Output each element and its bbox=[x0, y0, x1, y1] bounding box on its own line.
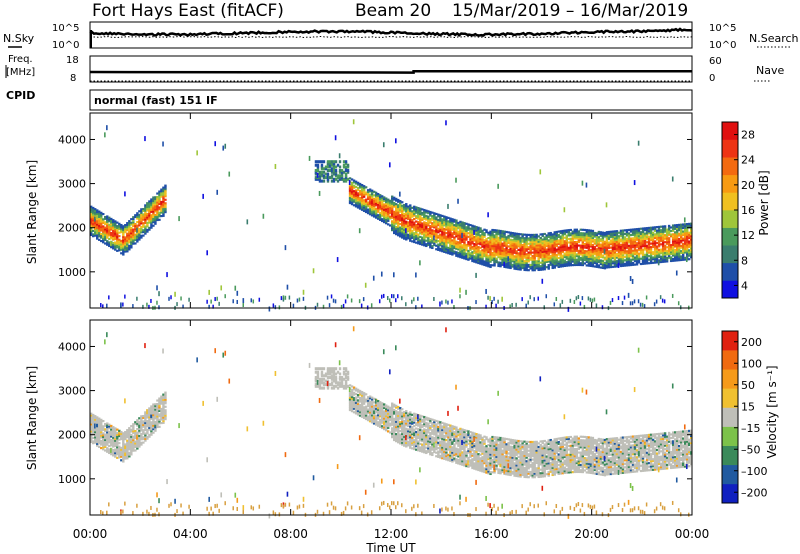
colorbar-tick-label: –100 bbox=[741, 465, 768, 478]
nsearch-tick-bottom: 10^0 bbox=[709, 40, 736, 51]
nsky-tick-top: 10^5 bbox=[52, 23, 79, 34]
y-tick-label: 3000 bbox=[58, 178, 86, 191]
x-tick-label: 12:00 bbox=[374, 527, 409, 541]
freq-trace bbox=[89, 70, 692, 82]
power-colorbar: 28 24 20 16 12 8 4 bbox=[721, 121, 755, 299]
colorbar-tick-label: 24 bbox=[741, 154, 755, 167]
colorbar-cell bbox=[722, 483, 738, 504]
y-tick-label: 2000 bbox=[58, 222, 86, 235]
colorbar-cell bbox=[722, 122, 738, 140]
colorbar-cell bbox=[722, 445, 738, 466]
colorbar-tick-label: –15 bbox=[741, 422, 761, 435]
power-colorbar-label: Power [dB] bbox=[757, 170, 771, 235]
y-tick-label: 4000 bbox=[58, 133, 86, 146]
nave-tick-bottom: 0 bbox=[709, 73, 715, 84]
colorbar-tick-label: 16 bbox=[741, 204, 755, 217]
nsky-label: N.Sky bbox=[3, 32, 35, 45]
freq-tick-bottom: 8 bbox=[70, 73, 76, 84]
colorbar-tick-label: 100 bbox=[741, 357, 762, 370]
x-tick-label: 00:00 bbox=[675, 527, 710, 541]
nave-tick-top: 60 bbox=[709, 56, 722, 67]
freq-label-1: Freq. bbox=[8, 54, 33, 65]
colorbar-tick-label: 200 bbox=[741, 336, 762, 349]
colorbar-tick-label: –200 bbox=[741, 486, 768, 499]
colorbar-cell bbox=[722, 464, 738, 485]
colorbar-cell bbox=[722, 331, 738, 351]
velocity-y-axis: 1000 2000 3000 4000 bbox=[58, 340, 692, 486]
nsearch-tick-top: 10^5 bbox=[709, 23, 736, 34]
x-tick-label: 04:00 bbox=[173, 527, 208, 541]
power-y-axis: 1000 2000 3000 4000 bbox=[58, 133, 692, 279]
colorbar-cell bbox=[722, 407, 738, 427]
colorbar-cell bbox=[722, 227, 738, 246]
colorbar-tick-label: 12 bbox=[741, 229, 755, 242]
x-tick-label: 20:00 bbox=[574, 527, 609, 541]
y-tick-label: 3000 bbox=[58, 385, 86, 398]
colorbar-cell bbox=[722, 426, 738, 446]
beam-title: Beam 20 bbox=[355, 1, 431, 21]
y-tick-label: 1000 bbox=[58, 473, 86, 486]
nave-label: Nave bbox=[756, 64, 784, 77]
velocity-colorbar-label: Velocity [m s⁻¹] bbox=[765, 365, 779, 458]
colorbar-tick-label: 8 bbox=[741, 254, 748, 267]
freq-label-2: [MHz] bbox=[6, 67, 35, 78]
colorbar-cell bbox=[722, 388, 738, 408]
freq-tick-top: 18 bbox=[66, 55, 79, 66]
y-tick-label: 1000 bbox=[58, 266, 86, 279]
velocity-ylabel: Slant Range [km] bbox=[25, 366, 39, 470]
colorbar-cell bbox=[722, 245, 738, 264]
y-tick-label: 2000 bbox=[58, 429, 86, 442]
nsky-tick-bottom: 10^0 bbox=[52, 40, 79, 51]
colorbar-tick-label: 20 bbox=[741, 179, 755, 192]
colorbar-cell bbox=[722, 369, 738, 389]
colorbar-tick-label: 15 bbox=[741, 400, 755, 413]
cpid-label: CPID bbox=[6, 89, 35, 102]
colorbar-tick-label: –50 bbox=[741, 443, 761, 456]
colorbar-cell bbox=[722, 280, 738, 299]
x-tick-label: 16:00 bbox=[474, 527, 509, 541]
velocity-heatmap bbox=[90, 326, 693, 519]
station-title: Fort Hays East (fitACF) bbox=[92, 1, 284, 21]
freq-strip bbox=[89, 55, 693, 83]
colorbar-cell bbox=[722, 157, 738, 176]
y-tick-label: 4000 bbox=[58, 340, 86, 353]
colorbar-cell bbox=[722, 210, 738, 228]
colorbar-tick-label: 28 bbox=[741, 129, 755, 142]
colorbar-tick-label: 4 bbox=[741, 279, 748, 292]
power-heatmap bbox=[90, 119, 693, 312]
velocity-colorbar: 200 100 50 15 –15 –50 –100 –200 bbox=[721, 330, 768, 504]
colorbar-cell bbox=[722, 192, 738, 211]
cpid-strip bbox=[89, 89, 693, 111]
cpid-value: normal (fast) 151 IF bbox=[94, 94, 218, 107]
nsearch-label: N.Search bbox=[749, 32, 799, 45]
time-axis: 00:00 04:00 08:00 12:00 16:00 20:00 00:00 bbox=[73, 113, 710, 541]
x-axis-label: Time UT bbox=[365, 541, 416, 554]
nsky-trace bbox=[89, 27, 693, 48]
colorbar-cell bbox=[722, 350, 738, 370]
date-range: 15/Mar/2019 – 16/Mar/2019 bbox=[452, 1, 688, 21]
x-tick-label: 08:00 bbox=[273, 527, 308, 541]
power-ylabel: Slant Range [km] bbox=[25, 160, 39, 264]
colorbar-tick-label: 50 bbox=[741, 379, 755, 392]
colorbar-cell bbox=[722, 262, 738, 281]
colorbar-cell bbox=[722, 139, 738, 158]
colorbar-cell bbox=[722, 174, 738, 193]
x-tick-label: 00:00 bbox=[73, 527, 108, 541]
